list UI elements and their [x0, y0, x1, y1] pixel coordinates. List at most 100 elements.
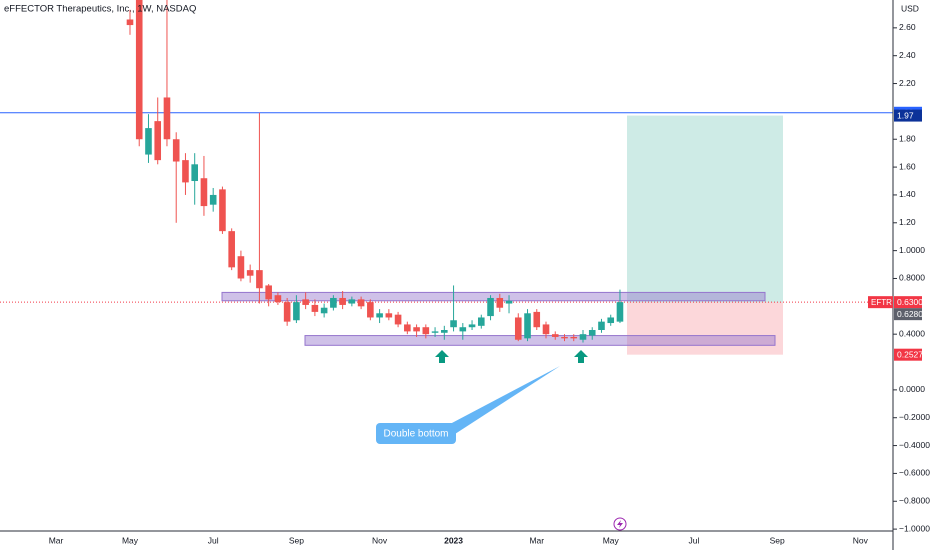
x-tick-label: May [122, 535, 139, 545]
candle-body [533, 311, 541, 328]
y-tick-label: 1.60 [899, 161, 916, 171]
candle-body [551, 334, 559, 337]
candle-body [182, 160, 189, 183]
y-tick-label: 1.0000 [899, 245, 925, 255]
price-label-bg [894, 296, 922, 309]
candle-body [487, 297, 494, 317]
currency: USD [901, 3, 919, 13]
candle-body [330, 297, 337, 308]
x-tick-label: Mar [49, 535, 64, 545]
y-tick-label: 2.60 [899, 22, 916, 32]
y-tick-label: −0.2000 [899, 412, 930, 422]
x-tick-label: Nov [372, 535, 388, 545]
arrow-up [574, 350, 588, 363]
x-tick-label: Sep [289, 535, 304, 545]
entry-label: 0.6280 [897, 309, 923, 319]
y-tick-label: 2.40 [899, 50, 916, 60]
candle-body [200, 178, 208, 207]
event-icon-bolt [617, 520, 623, 528]
x-tick-label: 2023 [444, 535, 463, 545]
callout-box [376, 423, 456, 444]
y-tick-label: −1.0000 [899, 523, 930, 533]
candle-body [579, 334, 587, 340]
candle-body [598, 321, 605, 330]
candle-body [339, 297, 346, 305]
candle-body [367, 302, 374, 318]
candle-body [450, 320, 457, 328]
stop-label-bg [894, 348, 922, 361]
target-label: 1.97 [897, 110, 914, 120]
candle-body [154, 121, 162, 161]
candle-body [228, 231, 235, 268]
x-tick-label: Mar [529, 535, 544, 545]
candle-body [145, 128, 152, 155]
stop-zone [627, 302, 783, 355]
arrow-up [435, 350, 449, 363]
y-tick-label: 1.20 [899, 217, 916, 227]
candle-body [404, 324, 411, 332]
candle-body [570, 336, 578, 339]
candle-body [311, 304, 319, 312]
candle-body [422, 327, 430, 335]
candle-body [561, 336, 568, 339]
symbol-label: EFTR [871, 298, 892, 307]
candle-body [542, 324, 550, 335]
chart-title: eFFECTOR Therapeutics, Inc., 1W, NASDAQ [4, 4, 196, 15]
candle-body [607, 317, 615, 324]
target-label-bg [894, 109, 922, 122]
candle-body [394, 314, 402, 325]
candle-body [441, 330, 448, 333]
y-tick-label: −0.4000 [899, 440, 930, 450]
candle-body [431, 331, 439, 333]
candle-body [256, 270, 263, 289]
x-tick-label: Nov [853, 535, 869, 545]
candle-body [385, 313, 393, 318]
candle-body [237, 256, 245, 279]
callout-pointer [450, 366, 560, 434]
candle-body [191, 164, 198, 182]
profit-zone [627, 115, 783, 303]
candle-body [514, 317, 522, 340]
candle-body [616, 302, 624, 322]
candle-body [413, 327, 420, 332]
callout-text: Double bottom [383, 429, 448, 440]
x-tick-label: Jul [688, 535, 699, 545]
candle-body [505, 300, 513, 304]
x-tick-label: Sep [770, 535, 785, 545]
candle-body [135, 0, 143, 140]
candle-body [274, 295, 282, 303]
symbol-label-bg [868, 296, 893, 309]
candle-body [265, 285, 272, 300]
candle-body [376, 313, 383, 318]
candle-body [219, 189, 226, 232]
candle-body [283, 302, 291, 322]
candle-body [524, 313, 531, 339]
y-tick-label: −0.6000 [899, 468, 930, 478]
candle-body [468, 324, 476, 328]
x-tick-label: Jul [208, 535, 219, 545]
y-tick-label: −0.8000 [899, 496, 930, 506]
support-resistance-zone [304, 335, 776, 346]
y-tick-label: 0.0000 [899, 384, 925, 394]
price-label: 0.6300 [897, 297, 923, 307]
y-tick-label: 1.80 [899, 133, 916, 143]
entry-label-bg [894, 308, 922, 321]
plot-area [0, 0, 893, 355]
event-icon[interactable] [613, 517, 627, 531]
candle-body [320, 307, 328, 314]
candle-body [588, 330, 596, 336]
candle-body [348, 299, 356, 304]
candle-body [496, 297, 504, 308]
y-tick-label: 0.8000 [899, 273, 925, 283]
candle-body [459, 327, 467, 332]
x-tick-label: May [603, 535, 620, 545]
stop-label: 0.2527 [897, 349, 923, 359]
y-tick-label: 0.4000 [899, 328, 925, 338]
candle-body [126, 19, 134, 26]
candle-body [163, 97, 171, 140]
candle-body [293, 302, 300, 321]
y-tick-label: 2.20 [899, 78, 916, 88]
candle-body [357, 299, 365, 307]
candle-body [302, 299, 309, 305]
